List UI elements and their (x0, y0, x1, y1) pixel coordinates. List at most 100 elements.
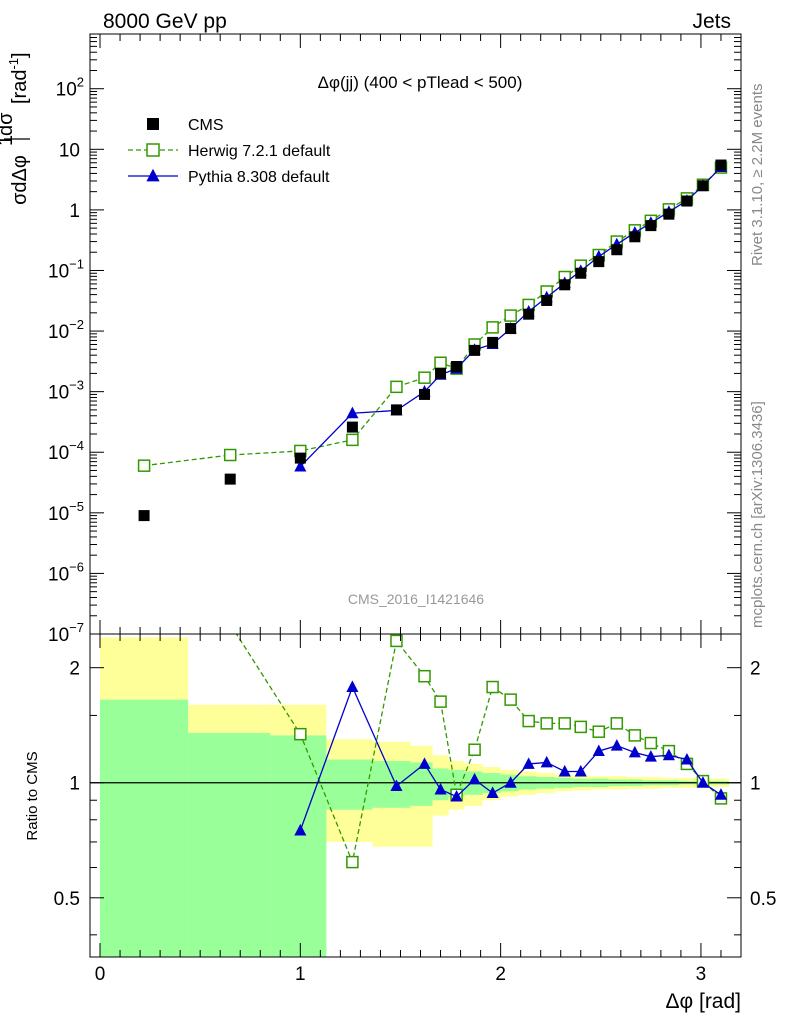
marker-square (645, 220, 657, 232)
marker-triangle (574, 764, 587, 777)
marker-open-square (434, 695, 447, 708)
ratio-y-tick-label-right: 2 (750, 659, 761, 680)
marker-triangle (468, 772, 481, 785)
x-tick-label: 3 (696, 964, 707, 985)
ylabel-one: 1 (0, 135, 17, 146)
marker-triangle (418, 757, 431, 769)
main-panel: 10−7 10−6 10−5 10−4 10−3 10−2 10−1 1 10 102 Δφ(jj… (0, 33, 742, 646)
marker-square (541, 294, 553, 306)
marker-open-square (418, 371, 431, 384)
side-text-lower: mcplots.cern.ch [arXiv:1306.3436] (749, 401, 766, 628)
ylabel-denominator: σdΔφ (9, 155, 31, 205)
marker-square (435, 367, 447, 379)
x-tick-label: 1 (295, 964, 306, 985)
ratio-panel: 0.5 0.5 1 1 2 2 0 1 2 3 Ratio to CMS Δφ [rad] (24, 619, 776, 1013)
x-tick-label: 0 (95, 964, 106, 985)
y-tick-label: 10−2 (48, 317, 84, 343)
x-axis-label: Δφ [rad] (666, 990, 742, 1013)
marker-open-square (610, 717, 624, 730)
marker-open-square (225, 619, 236, 630)
marker-triangle (390, 779, 403, 792)
ylabel-dsigma: dσ (0, 112, 17, 136)
marker-square (663, 208, 675, 220)
legend-item: CMS (147, 117, 224, 134)
marker-triangle (644, 750, 657, 762)
marker-square (224, 473, 236, 485)
marker-triangle (346, 406, 359, 419)
marker-open-square (137, 459, 151, 472)
legend-label: Pythia 8.308 default (188, 169, 330, 186)
marker-square (559, 279, 571, 291)
y-tick-label: 10−4 (48, 438, 84, 464)
marker-triangle (434, 782, 447, 795)
marker-open-square (486, 680, 499, 694)
x-tick-label: 2 (495, 964, 506, 985)
ratio-y-tick-label: 1 (69, 774, 80, 795)
marker-open-square (522, 714, 535, 728)
y-tick-label: 10 (59, 140, 80, 161)
y-tick-label: 10−3 (48, 378, 84, 404)
marker-open-square (540, 717, 553, 730)
marker-square (697, 180, 709, 192)
marker-square (611, 244, 623, 256)
series-pythia (294, 680, 728, 836)
marker-triangle (558, 764, 571, 777)
marker-open-square (644, 736, 658, 750)
marker-open-square (346, 433, 359, 447)
series-cms (138, 159, 727, 522)
y-tick-label: 102 (56, 75, 84, 101)
marker-open-square (223, 448, 237, 462)
main-title: Δφ(jj) (400 < pTlead < 500) (318, 73, 523, 92)
marker-triangle (592, 744, 605, 757)
marker-triangle (294, 823, 307, 836)
side-text-upper: Rivet 3.1.10, ≥ 2.2M events (749, 84, 766, 267)
marker-square (294, 452, 306, 464)
ratio-y-tick-label: 0.5 (54, 889, 80, 910)
y-tick-label: 1 (69, 201, 80, 222)
marker-square (629, 231, 641, 243)
ratio-y-tick-label: 2 (69, 659, 80, 680)
series-herwig (137, 161, 728, 472)
ratio-frame (89, 633, 742, 958)
band-green (270, 735, 327, 957)
marker-open-square (592, 725, 606, 738)
marker-triangle (662, 748, 675, 761)
marker-square (451, 361, 463, 373)
marker-triangle (540, 755, 553, 768)
marker-open-square (146, 143, 160, 157)
marker-triangle (610, 739, 623, 751)
marker-open-square (558, 717, 571, 730)
marker-square (487, 336, 499, 348)
header-right: Jets (692, 10, 731, 33)
marker-triangle (146, 168, 160, 182)
marker-triangle (696, 776, 709, 788)
y-tick-label: 10−7 (48, 620, 84, 646)
legend: CMS Herwig 7.2.1 default Pythia 8.308 defa… (128, 117, 331, 186)
band-green (410, 762, 433, 806)
marker-square (523, 308, 535, 320)
band-green (188, 732, 271, 957)
uncertainty-bands (100, 637, 729, 957)
marker-square (147, 118, 159, 130)
marker-open-square (390, 634, 403, 648)
watermark: CMS_2016_I1421646 (348, 591, 484, 607)
band-green (100, 699, 189, 957)
marker-open-square (486, 321, 499, 334)
marker-open-square (434, 356, 447, 369)
band-green (372, 760, 411, 808)
marker-triangle (504, 776, 517, 788)
marker-square (346, 421, 358, 433)
marker-triangle (294, 459, 307, 472)
marker-square (715, 159, 727, 171)
marker-open-square (346, 855, 359, 869)
marker-square (681, 195, 693, 207)
header-left: 8000 GeV pp (103, 10, 227, 33)
y-tick-label: 10−1 (48, 256, 84, 282)
marker-square (469, 344, 481, 356)
marker-triangle (628, 745, 641, 758)
ratio-y-axis-label: Ratio to CMS (24, 751, 41, 840)
ratio-y-tick-label-right: 0.5 (750, 889, 776, 910)
marker-triangle (486, 786, 499, 798)
marker-triangle (714, 788, 728, 800)
